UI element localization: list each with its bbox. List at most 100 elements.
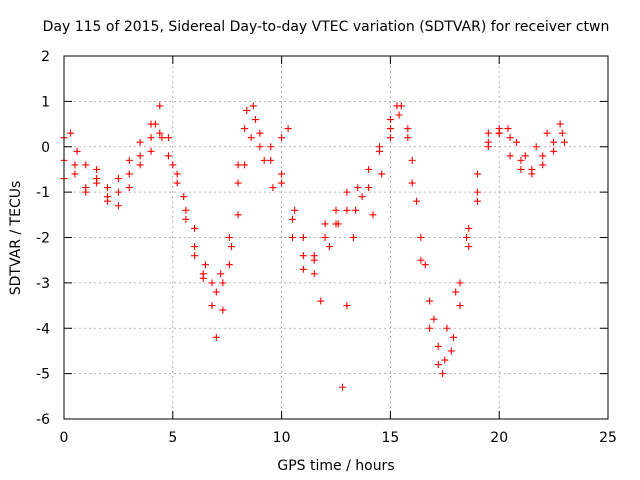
data-point	[443, 324, 451, 332]
data-point	[82, 188, 90, 196]
data-point	[404, 125, 412, 133]
data-point	[208, 302, 216, 310]
data-point	[93, 179, 101, 187]
data-point	[426, 324, 434, 332]
data-point	[517, 156, 525, 164]
data-point	[430, 315, 438, 323]
data-point	[413, 197, 421, 205]
data-point	[191, 252, 199, 260]
data-point	[506, 134, 514, 142]
data-point	[136, 161, 144, 169]
x-tick-label: 20	[490, 430, 508, 446]
y-tick-label: -6	[36, 412, 50, 428]
data-point	[208, 279, 216, 287]
data-point	[269, 184, 277, 192]
data-point	[417, 234, 425, 241]
data-point	[241, 125, 249, 133]
data-point	[439, 370, 447, 378]
y-tick-label: -2	[36, 231, 50, 247]
data-point	[378, 170, 386, 178]
data-point	[558, 129, 566, 137]
data-point	[310, 270, 318, 278]
data-point	[386, 134, 394, 142]
data-point	[156, 129, 164, 137]
data-point	[539, 152, 547, 160]
y-tick-label: 1	[41, 94, 50, 110]
axis-ticks	[63, 55, 609, 420]
data-point	[288, 215, 296, 223]
data-point	[114, 188, 122, 196]
y-tick-label: -1	[36, 185, 50, 201]
data-point	[376, 143, 384, 151]
data-point	[147, 134, 155, 142]
data-point	[452, 288, 460, 296]
data-point	[104, 197, 112, 205]
data-point	[365, 184, 373, 192]
data-point	[421, 261, 429, 269]
data-point	[217, 270, 225, 278]
data-point	[71, 161, 79, 169]
x-tick-label: 10	[273, 430, 291, 446]
data-point	[234, 179, 242, 187]
data-point	[386, 116, 394, 124]
data-point	[404, 134, 412, 142]
y-axis-title: SDTVAR / TECUs	[8, 181, 24, 296]
data-point	[408, 156, 416, 164]
data-point	[450, 333, 458, 341]
data-point	[182, 206, 190, 214]
data-point	[199, 270, 207, 278]
data-point	[284, 125, 292, 133]
data-point	[191, 224, 199, 232]
data-point	[147, 147, 155, 155]
x-tick-label: 25	[599, 430, 617, 446]
data-point	[114, 175, 122, 183]
data-point	[82, 161, 90, 169]
data-point	[225, 234, 233, 241]
data-point	[243, 106, 251, 114]
data-point	[267, 143, 275, 151]
data-point	[473, 170, 481, 178]
data-point	[343, 188, 351, 196]
data-point	[339, 383, 347, 391]
data-point	[241, 161, 249, 169]
data-point	[191, 243, 199, 251]
y-tick-label: -5	[36, 367, 50, 383]
data-point	[93, 165, 101, 173]
data-point	[426, 297, 434, 305]
data-point	[104, 184, 112, 192]
data-point	[539, 161, 547, 169]
data-point	[417, 256, 425, 264]
data-point	[473, 188, 481, 196]
data-point	[456, 279, 464, 287]
data-point	[543, 129, 551, 137]
data-point	[532, 143, 540, 151]
data-point	[228, 243, 236, 251]
data-point	[343, 302, 351, 310]
data-point	[386, 125, 394, 133]
data-point	[299, 265, 307, 273]
data-point	[321, 220, 329, 228]
data-point	[408, 179, 416, 187]
data-point	[556, 120, 564, 128]
data-point	[484, 138, 492, 146]
data-point	[343, 206, 351, 214]
data-point	[517, 165, 525, 173]
data-point	[136, 152, 144, 160]
data-point	[395, 111, 403, 119]
data-point	[504, 125, 512, 133]
data-point	[317, 297, 325, 305]
data-point	[349, 234, 357, 241]
data-point	[288, 234, 296, 241]
data-point	[369, 211, 377, 219]
y-tick-label: -4	[36, 321, 50, 337]
data-point	[173, 179, 181, 187]
data-point	[465, 243, 473, 251]
data-point	[299, 252, 307, 260]
data-point	[260, 156, 268, 164]
data-point	[506, 152, 514, 160]
data-point	[365, 165, 373, 173]
y-tick-label: 0	[41, 140, 50, 156]
data-point	[225, 261, 233, 269]
data-point	[125, 170, 133, 178]
